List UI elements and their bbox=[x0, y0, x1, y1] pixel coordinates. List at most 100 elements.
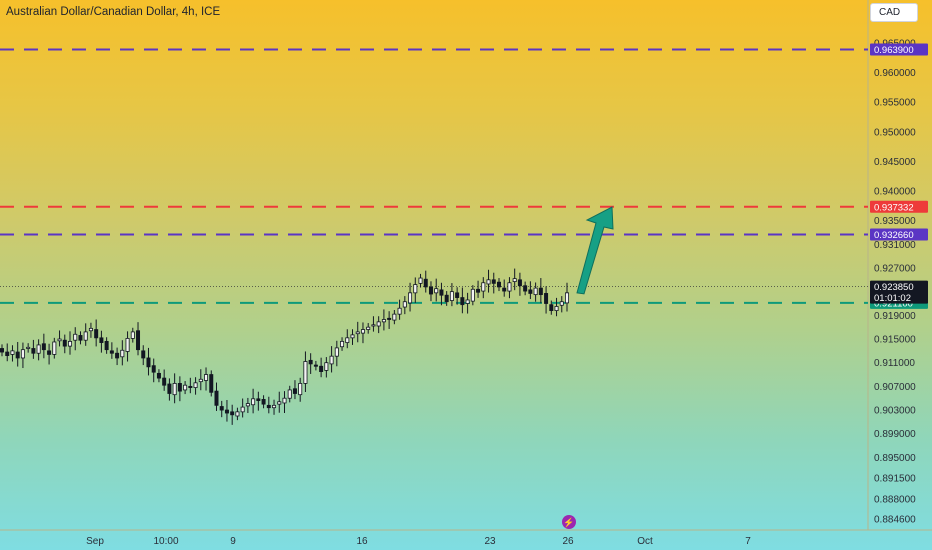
y-tick-label: 0.960000 bbox=[874, 68, 916, 79]
candle-body bbox=[434, 288, 439, 294]
candle-body bbox=[507, 282, 512, 292]
candle-body bbox=[554, 306, 559, 312]
candle-body bbox=[319, 365, 324, 372]
candle-body bbox=[397, 307, 402, 315]
candle-body bbox=[198, 378, 203, 383]
candle-body bbox=[350, 334, 355, 339]
candle-body bbox=[428, 286, 433, 295]
candle-body bbox=[303, 361, 308, 384]
candle-body bbox=[334, 347, 339, 357]
candle-body bbox=[559, 301, 564, 306]
y-tick-label: 0.919000 bbox=[874, 311, 916, 322]
candle-body bbox=[204, 374, 209, 381]
candle-body bbox=[99, 337, 104, 343]
candle-body bbox=[381, 319, 386, 323]
candle-body bbox=[172, 383, 177, 396]
candle-body bbox=[360, 329, 365, 334]
candle-body bbox=[439, 289, 444, 296]
candle-body bbox=[418, 277, 423, 284]
candle-body bbox=[544, 293, 549, 304]
candle-body bbox=[5, 351, 10, 356]
candle-body bbox=[156, 372, 161, 379]
chart-title: Australian Dollar/Canadian Dollar, 4h, I… bbox=[6, 6, 221, 18]
candle-body bbox=[272, 404, 277, 409]
level-price-label: 0.921100 bbox=[874, 298, 913, 309]
candle-body bbox=[423, 278, 428, 288]
candle-body bbox=[465, 299, 470, 304]
up-arrow-annotation[interactable] bbox=[576, 206, 614, 295]
currency-button[interactable]: CAD bbox=[870, 3, 918, 22]
candle-body bbox=[240, 406, 245, 413]
candle-body bbox=[277, 401, 282, 405]
candle-body bbox=[538, 287, 543, 296]
y-tick-label: 0.899000 bbox=[874, 429, 916, 440]
candle-body bbox=[345, 337, 350, 343]
candle-body bbox=[402, 301, 407, 308]
y-tick-label: 0.903000 bbox=[874, 406, 916, 417]
candle-body bbox=[94, 329, 99, 339]
candle-body bbox=[340, 340, 345, 348]
x-tick-label: Sep bbox=[86, 536, 104, 547]
candle-body bbox=[496, 281, 501, 288]
candle-body bbox=[444, 294, 449, 303]
candle-body bbox=[313, 364, 318, 367]
logo-label: ⚡ bbox=[563, 517, 574, 529]
y-tick-label: 0.950000 bbox=[874, 127, 916, 138]
candle-body bbox=[523, 285, 528, 292]
candle-body bbox=[47, 350, 52, 355]
x-tick-label: 9 bbox=[230, 536, 236, 547]
candle-body bbox=[502, 287, 507, 292]
candle-body bbox=[125, 338, 130, 352]
candle-body bbox=[183, 384, 188, 391]
candle-body bbox=[476, 288, 481, 293]
y-tick-label: 0.884600 bbox=[874, 515, 916, 526]
candle-body bbox=[298, 383, 303, 396]
candle-body bbox=[261, 399, 266, 405]
candle-body bbox=[324, 362, 329, 371]
candle-body bbox=[88, 327, 93, 332]
x-tick-label: 10:00 bbox=[153, 536, 178, 547]
candle-body bbox=[245, 403, 250, 407]
y-tick-label: 0.935000 bbox=[874, 216, 916, 227]
candle-body bbox=[224, 409, 229, 414]
level-price-label: 0.937332 bbox=[874, 202, 914, 213]
candle-body bbox=[73, 333, 78, 341]
y-tick-label: 0.911000 bbox=[874, 358, 915, 369]
candle-body bbox=[292, 388, 297, 394]
candle-body bbox=[460, 297, 465, 306]
y-tick-label: 0.931000 bbox=[874, 240, 916, 251]
y-tick-label: 0.940000 bbox=[874, 187, 916, 198]
candle-body bbox=[214, 390, 219, 406]
candle-body bbox=[376, 321, 381, 327]
candle-body bbox=[83, 331, 88, 341]
candle-body bbox=[193, 382, 198, 388]
candle-body bbox=[230, 411, 235, 416]
candle-body bbox=[136, 330, 141, 351]
candle-body bbox=[408, 292, 413, 304]
level-price-label: 0.963900 bbox=[874, 45, 914, 56]
candle-body bbox=[251, 398, 256, 406]
y-tick-label: 0.927000 bbox=[874, 263, 916, 274]
candle-body bbox=[549, 304, 554, 312]
candle-body bbox=[565, 292, 570, 304]
candle-body bbox=[528, 289, 533, 294]
level-price-tag bbox=[870, 228, 928, 241]
candle-body bbox=[517, 279, 522, 287]
candle-body bbox=[387, 317, 392, 320]
candle-body bbox=[36, 344, 41, 354]
candle-body bbox=[52, 341, 57, 355]
candle-body bbox=[26, 346, 31, 349]
candle-body bbox=[130, 331, 135, 339]
candle-body bbox=[146, 357, 151, 368]
candle-body bbox=[104, 340, 109, 351]
candle-body bbox=[287, 389, 292, 399]
candle-body bbox=[10, 350, 15, 355]
candle-body bbox=[366, 326, 371, 330]
candle-body bbox=[491, 279, 496, 284]
current-price-tag bbox=[870, 280, 928, 304]
x-tick-label: 7 bbox=[745, 536, 751, 547]
candle-body bbox=[188, 385, 193, 388]
candle-body bbox=[282, 397, 287, 404]
